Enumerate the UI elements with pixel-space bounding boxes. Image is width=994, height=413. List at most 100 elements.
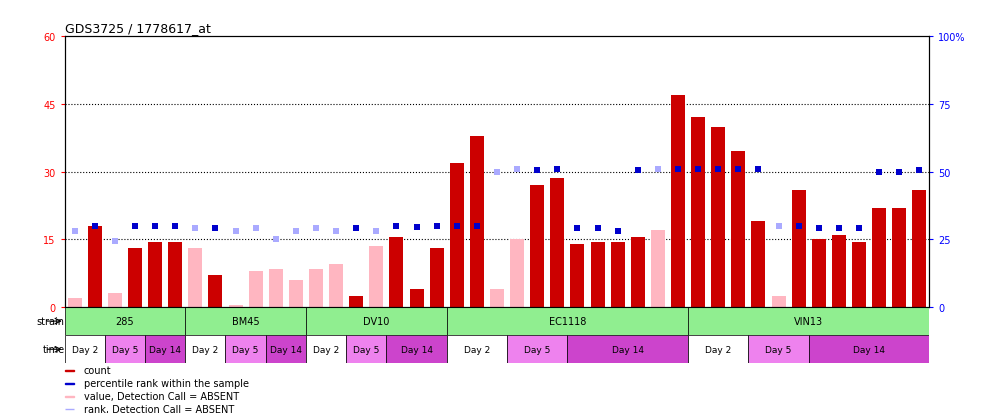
Bar <box>346 335 387 363</box>
Bar <box>65 307 185 335</box>
Bar <box>248 271 262 307</box>
Point <box>147 223 163 230</box>
Point <box>489 169 505 176</box>
Bar <box>188 249 203 307</box>
Point <box>208 225 224 232</box>
Text: BM45: BM45 <box>232 316 259 326</box>
Text: 285: 285 <box>115 316 134 326</box>
Text: count: count <box>83 366 111 375</box>
Bar <box>912 190 926 307</box>
Text: Day 2: Day 2 <box>313 345 339 354</box>
Bar <box>68 298 82 307</box>
Point <box>389 223 405 230</box>
Bar <box>571 244 584 307</box>
Bar <box>671 96 685 307</box>
Point <box>509 166 525 173</box>
Bar <box>791 190 806 307</box>
Text: Day 14: Day 14 <box>149 345 181 354</box>
Point <box>428 223 444 230</box>
Bar <box>148 242 162 307</box>
Text: Day 5: Day 5 <box>233 345 258 354</box>
Point <box>670 166 686 173</box>
Bar <box>551 179 565 307</box>
Text: GDS3725 / 1778617_at: GDS3725 / 1778617_at <box>65 21 211 35</box>
Bar <box>470 136 484 307</box>
Bar <box>65 335 104 363</box>
Bar <box>651 231 665 307</box>
Bar <box>370 247 384 307</box>
Bar <box>145 335 185 363</box>
Bar <box>306 307 446 335</box>
Point <box>86 223 102 230</box>
Bar <box>449 163 464 307</box>
Point <box>328 228 344 235</box>
Bar <box>429 249 443 307</box>
Bar <box>229 305 243 307</box>
Bar <box>507 335 568 363</box>
Bar <box>446 307 688 335</box>
Point <box>107 238 123 244</box>
Text: Day 5: Day 5 <box>353 345 380 354</box>
Text: percentile rank within the sample: percentile rank within the sample <box>83 378 248 388</box>
Bar <box>128 249 142 307</box>
Text: Day 14: Day 14 <box>611 345 644 354</box>
Bar <box>268 269 283 307</box>
Point <box>550 166 566 173</box>
Point <box>650 166 666 173</box>
Point <box>811 225 827 232</box>
Bar <box>185 307 306 335</box>
Point <box>711 166 727 173</box>
Bar <box>104 335 145 363</box>
Text: rank, Detection Call = ABSENT: rank, Detection Call = ABSENT <box>83 404 234 413</box>
Bar <box>490 289 504 307</box>
Bar <box>349 296 363 307</box>
Bar <box>872 208 887 307</box>
Bar <box>209 276 223 307</box>
Bar <box>446 335 507 363</box>
Bar <box>65 370 74 371</box>
Point <box>369 228 385 235</box>
Point <box>570 225 585 232</box>
Text: VIN13: VIN13 <box>794 316 823 326</box>
Point <box>831 225 847 232</box>
Bar <box>530 186 545 307</box>
Text: time: time <box>43 344 65 354</box>
Bar <box>590 242 604 307</box>
Bar <box>711 127 726 307</box>
Bar <box>108 294 122 307</box>
Point <box>529 168 545 174</box>
Bar <box>688 307 929 335</box>
Text: Day 2: Day 2 <box>192 345 219 354</box>
Text: Day 5: Day 5 <box>111 345 138 354</box>
Bar <box>329 264 343 307</box>
Point <box>248 225 263 232</box>
Point <box>630 168 646 174</box>
Point <box>188 225 204 232</box>
Point <box>67 228 83 235</box>
Bar <box>410 289 423 307</box>
Point <box>348 225 364 232</box>
Point <box>790 223 806 230</box>
Bar <box>732 152 746 307</box>
Bar <box>852 242 866 307</box>
Point <box>731 166 746 173</box>
Bar <box>306 335 346 363</box>
Point <box>589 225 605 232</box>
Bar <box>568 335 688 363</box>
Bar <box>809 335 929 363</box>
Bar <box>265 335 306 363</box>
Point <box>892 169 908 176</box>
Text: EC1118: EC1118 <box>549 316 586 326</box>
Bar <box>65 408 74 409</box>
Bar <box>309 269 323 307</box>
Bar <box>691 118 705 307</box>
Text: Day 2: Day 2 <box>72 345 97 354</box>
Point <box>308 225 324 232</box>
Point <box>167 223 183 230</box>
Point <box>449 223 465 230</box>
Text: Day 14: Day 14 <box>853 345 885 354</box>
Text: value, Detection Call = ABSENT: value, Detection Call = ABSENT <box>83 391 239 401</box>
Point <box>690 166 706 173</box>
Bar <box>289 280 303 307</box>
Bar <box>748 335 809 363</box>
